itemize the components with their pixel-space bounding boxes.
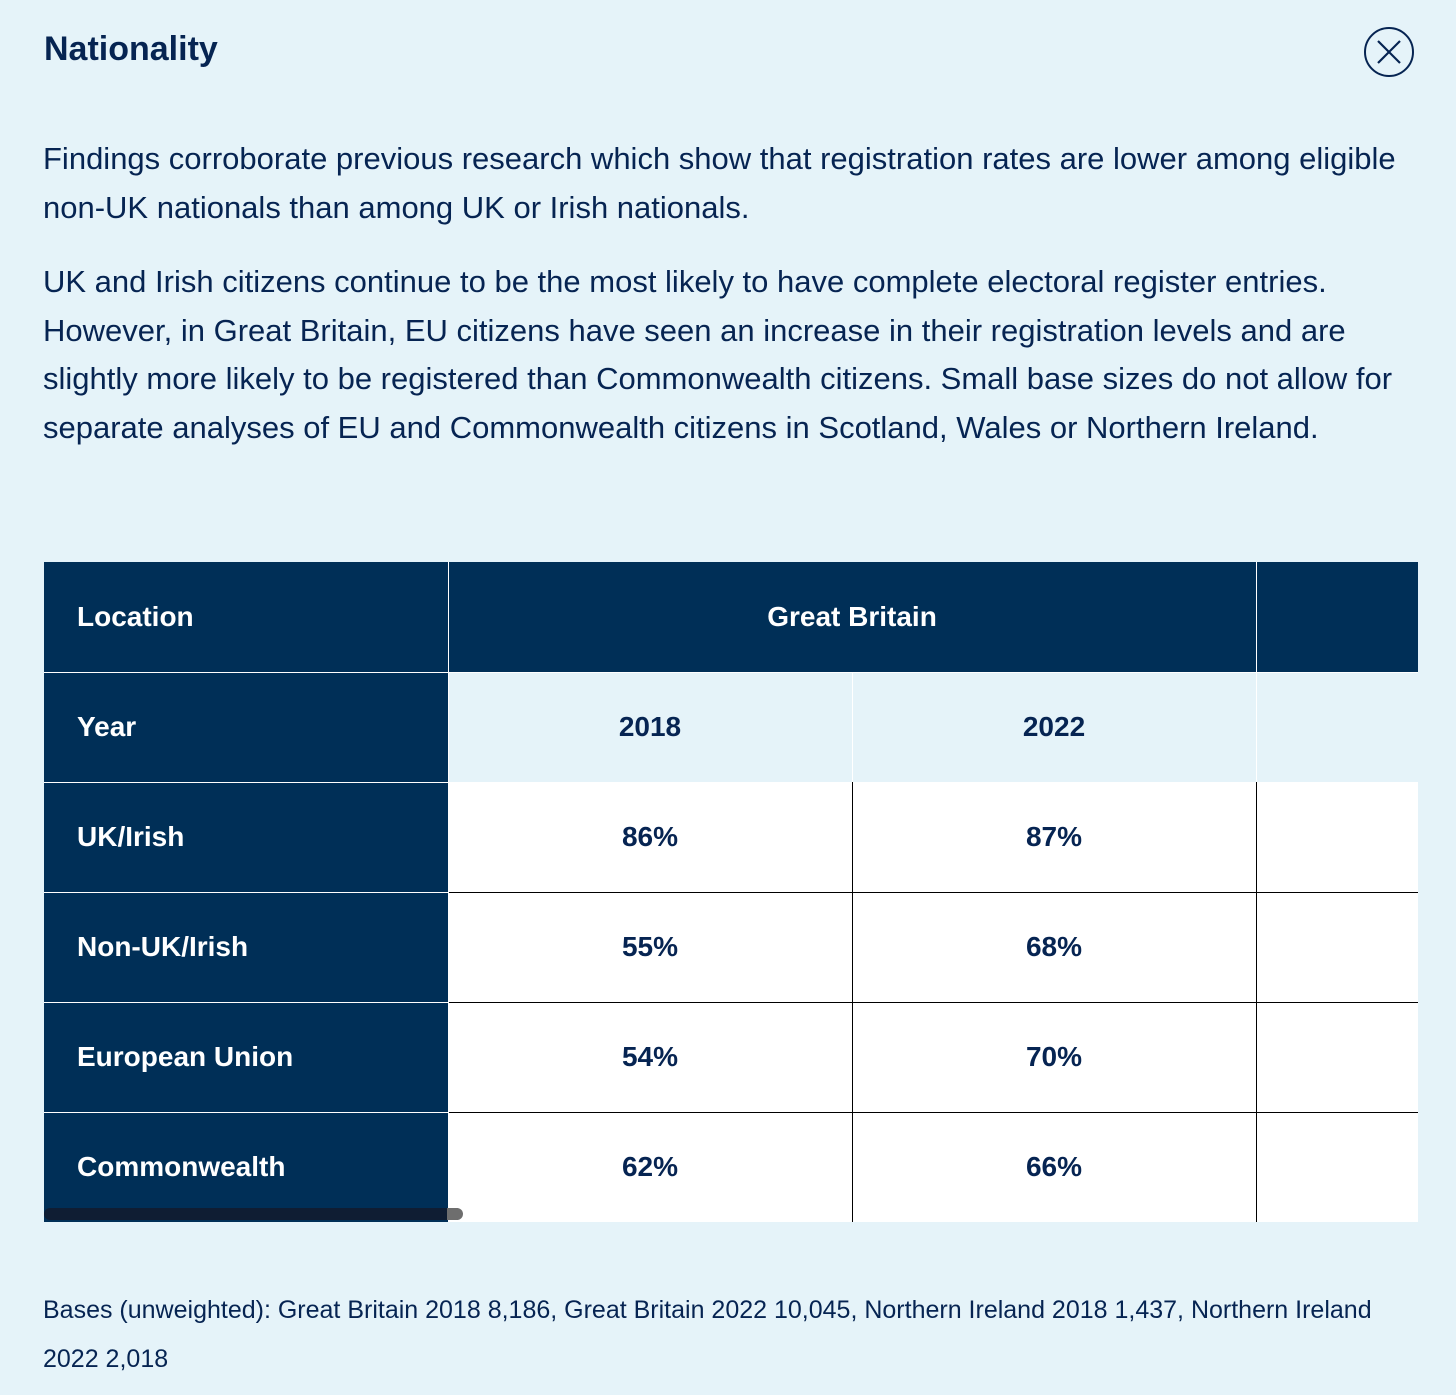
location-header-row: Location Great Britain — [44, 562, 1418, 672]
row-label: Non-UK/Irish — [44, 891, 449, 1002]
table-cell: 68% — [852, 892, 1257, 1003]
close-button[interactable] — [1364, 27, 1414, 77]
table-cell: 66% — [852, 1112, 1257, 1222]
location-next — [1256, 562, 1418, 672]
table-cell: 54% — [448, 1002, 853, 1113]
table-cell: 87% — [852, 782, 1257, 893]
year-header-row: Year 2018 2022 — [44, 671, 1418, 782]
row-label: Commonwealth — [44, 1111, 449, 1222]
table-scroll-container[interactable]: Location Great Britain Year 2018 2022 UK… — [44, 562, 1418, 1222]
row-label: UK/Irish — [44, 781, 449, 892]
table-cell: 55% — [448, 892, 853, 1003]
year-label: Year — [44, 671, 449, 782]
table-cell — [1256, 1002, 1418, 1113]
table-cell — [1256, 892, 1418, 1003]
dialog-title: Nationality — [44, 30, 218, 68]
row-label: European Union — [44, 1001, 449, 1112]
year-cell: 2022 — [852, 671, 1257, 782]
table-row: UK/Irish 86% 87% — [44, 781, 1418, 893]
table-cell — [1256, 782, 1418, 893]
table-cell: 86% — [448, 782, 853, 893]
location-label: Location — [44, 562, 449, 672]
year-cell — [1256, 671, 1418, 782]
year-cell: 2018 — [448, 671, 853, 782]
close-icon — [1364, 27, 1414, 77]
table-cell — [1256, 1112, 1418, 1222]
table-row: European Union 54% 70% — [44, 1001, 1418, 1113]
table-row: Commonwealth 62% 66% — [44, 1111, 1418, 1222]
bases-note: Bases (unweighted): Great Britain 2018 8… — [43, 1296, 1372, 1373]
table-row: Non-UK/Irish 55% 68% — [44, 891, 1418, 1003]
detail-paragraph: UK and Irish citizens continue to be the… — [43, 264, 1393, 445]
horizontal-scrollbar[interactable] — [44, 1208, 462, 1220]
intro-paragraph: Findings corroborate previous research w… — [43, 141, 1396, 225]
nationality-table: Location Great Britain Year 2018 2022 UK… — [44, 562, 1418, 1222]
table-cell: 70% — [852, 1002, 1257, 1113]
scrollbar-thumb[interactable] — [447, 1208, 463, 1220]
table-cell: 62% — [448, 1112, 853, 1222]
location-great-britain: Great Britain — [448, 562, 1257, 672]
